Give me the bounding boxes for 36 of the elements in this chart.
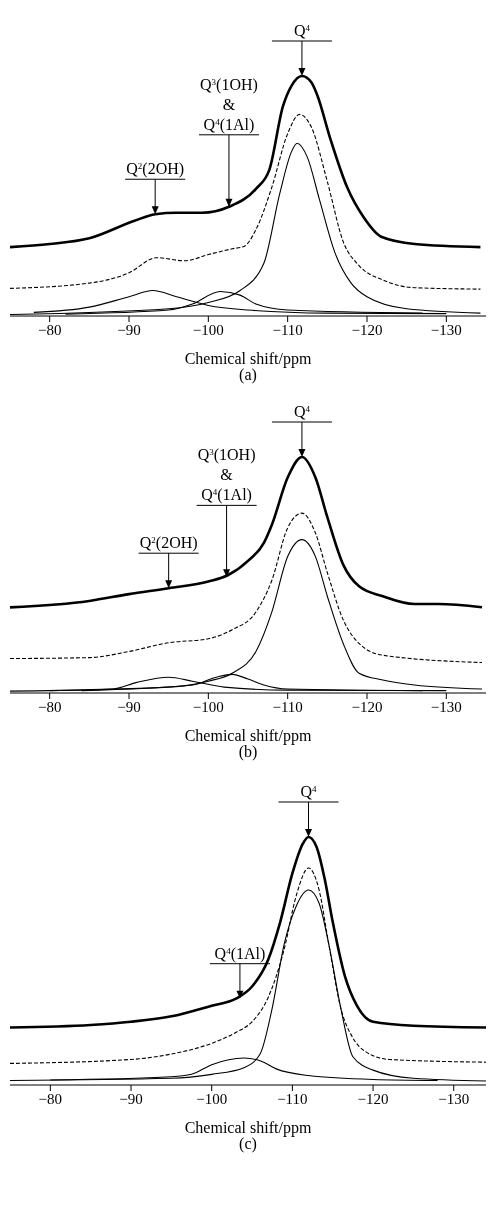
x-tick-label: −90: [117, 321, 141, 338]
x-tick-label: −110: [277, 1090, 308, 1107]
text: (c): [238, 1135, 257, 1153]
annotation: Q$^{4}$: [293, 403, 311, 420]
annotation: Q$^{2}$(2OH): [139, 534, 198, 553]
x-tick-label: −130: [430, 321, 462, 338]
x-axis-title: Chemical shift/ppm: [184, 1119, 312, 1137]
annotation: Q$^{4}$(1Al): [214, 944, 266, 963]
x-tick-label: −120: [351, 698, 383, 715]
x-tick-label: −110: [272, 698, 303, 715]
text: (a): [238, 366, 257, 384]
x-tick-label: −90: [119, 1090, 143, 1107]
x-tick-label: −90: [117, 698, 141, 715]
x-tick-label: −130: [430, 698, 462, 715]
x-tick-label: −80: [37, 698, 62, 715]
x-tick-label: −80: [37, 321, 62, 338]
text: (b): [237, 743, 258, 761]
x-tick-label: −120: [357, 1090, 389, 1107]
x-axis-title: Chemical shift/ppm: [184, 727, 312, 745]
annotation: Q$^{2}$(2OH): [126, 160, 185, 179]
annotation: Q$^{4}$(1Al): [201, 486, 252, 505]
x-tick-label: −80: [38, 1090, 63, 1107]
x-tick-label: −130: [438, 1090, 470, 1107]
annotation: Q$^{4}$: [300, 783, 318, 800]
x-tick-label: −100: [192, 698, 224, 715]
x-tick-label: −100: [196, 1090, 228, 1107]
annotation: Q$^{4}$(1Al): [203, 115, 255, 134]
annotation: Q$^{4}$: [293, 22, 311, 39]
annotation: Q$^{3}$(1OH): [200, 75, 258, 94]
annotation: Q$^{3}$(1OH): [197, 446, 256, 465]
x-axis-title: Chemical shift/ppm: [184, 350, 312, 368]
x-tick-label: −100: [192, 321, 224, 338]
x-tick-label: −110: [272, 321, 303, 338]
x-tick-label: −120: [351, 321, 383, 338]
annotation: &: [222, 95, 236, 113]
annotation: &: [220, 466, 234, 484]
